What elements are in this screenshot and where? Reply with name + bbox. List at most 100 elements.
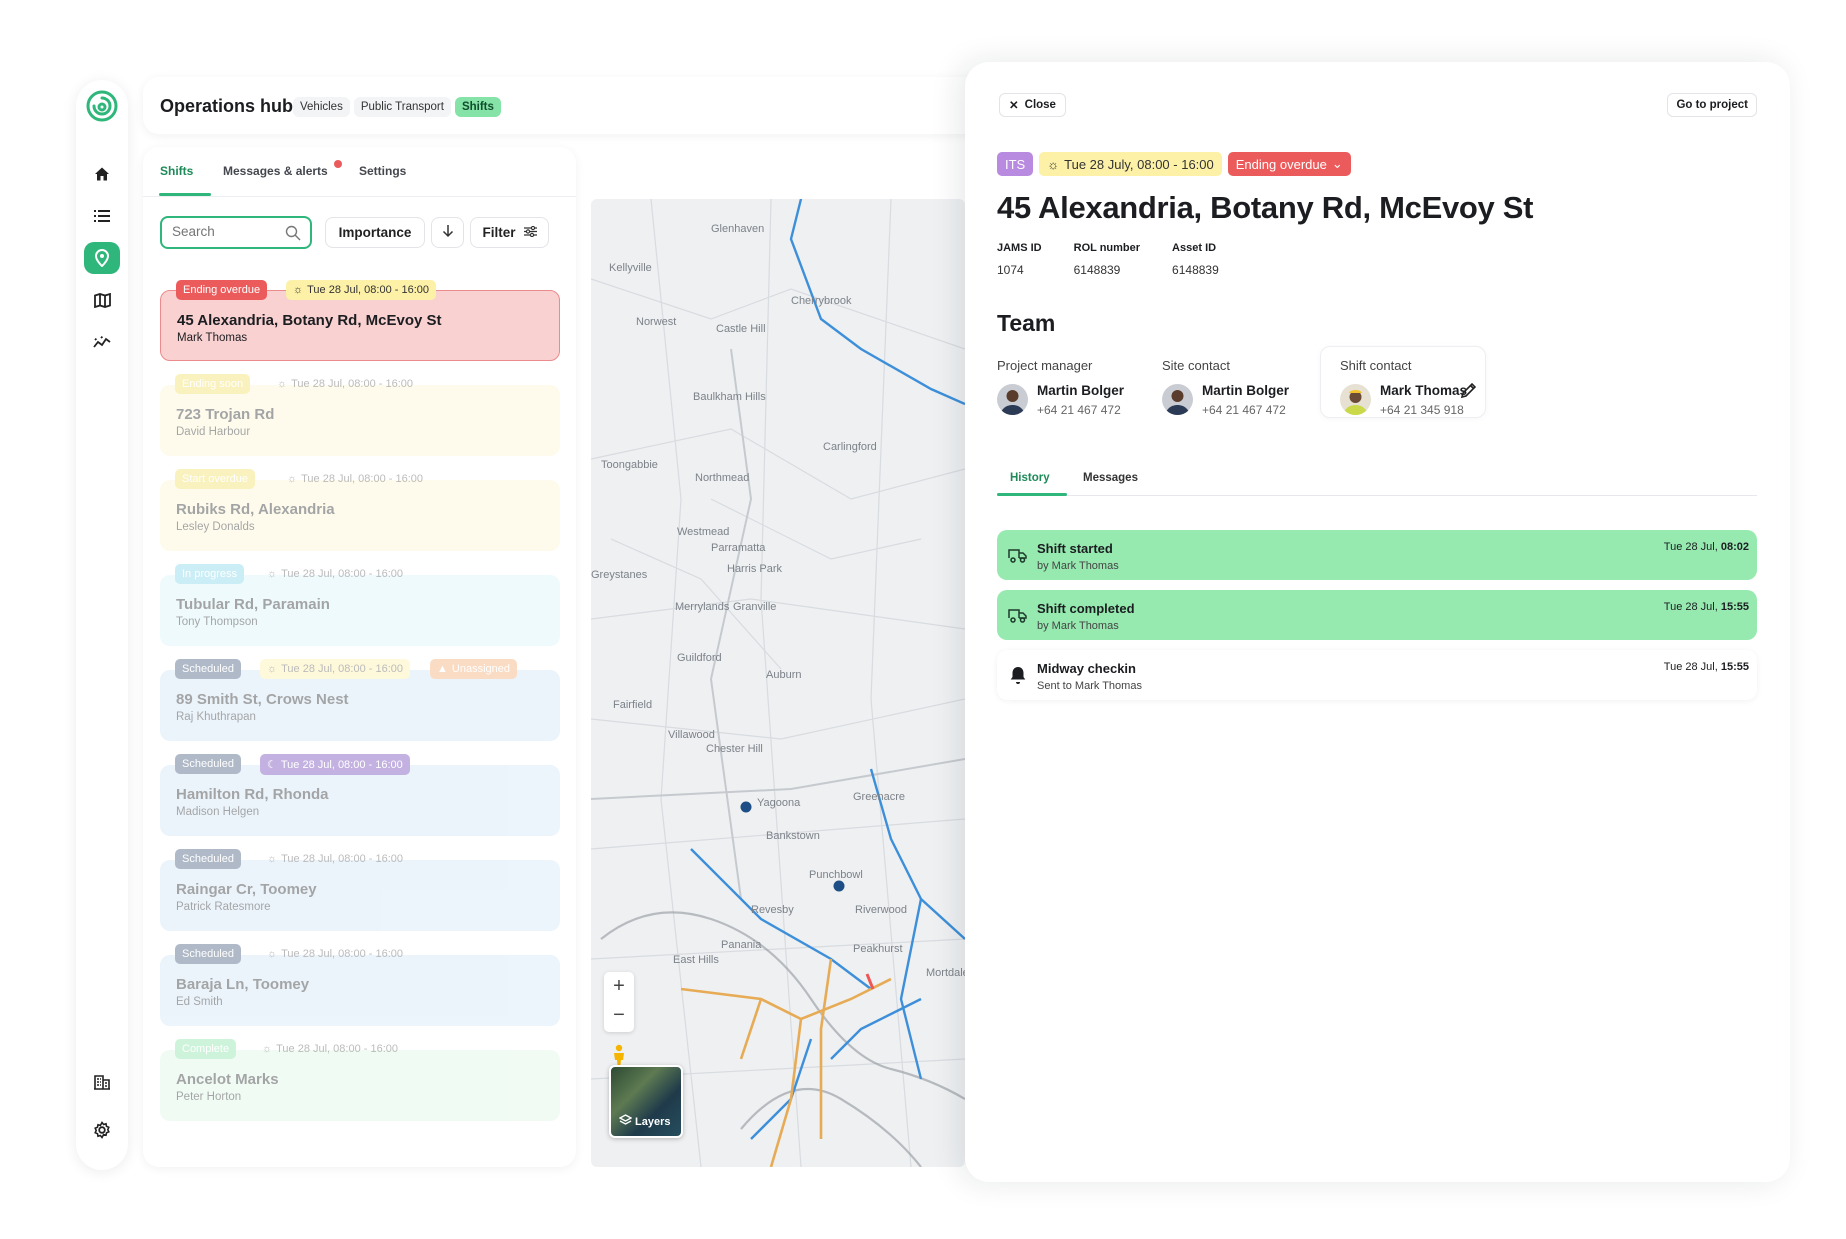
- notification-dot: [334, 160, 342, 168]
- search-icon[interactable]: [285, 225, 301, 246]
- map-label: Carlingford: [823, 441, 877, 453]
- map-label: Greenacre: [853, 791, 905, 803]
- location-pin-icon[interactable]: [84, 242, 120, 274]
- status-badge: Ending overdue: [176, 280, 268, 300]
- street-view-pegman-icon[interactable]: [611, 1044, 627, 1066]
- layers-button[interactable]: Layers: [609, 1065, 683, 1138]
- shift-detail-drawer: ✕ Close Go to project ITS ☼ Tue 28 July, …: [965, 62, 1790, 1182]
- rol-number-field: ROL number 6148839: [1073, 242, 1141, 277]
- chip-shifts[interactable]: Shifts: [454, 97, 501, 117]
- filter-label: Filter: [482, 225, 516, 240]
- status-badge: Start overdue: [175, 469, 256, 489]
- go-to-project-button[interactable]: Go to project: [1667, 93, 1757, 117]
- tab-messages-alerts[interactable]: Messages & alerts: [223, 164, 328, 178]
- map-label: Merrylands: [675, 601, 730, 613]
- sort-direction-button[interactable]: [431, 217, 464, 248]
- shift-person: Peter Horton: [176, 1091, 242, 1103]
- zoom-out-button[interactable]: −: [613, 1004, 625, 1026]
- shift-card[interactable]: Ending soon ☼ Tue 28 Jul, 08:00 - 16:00 7…: [160, 374, 560, 456]
- map-label: Mortdale: [926, 967, 965, 979]
- map-label: Harris Park: [727, 563, 783, 575]
- edit-pencil-icon[interactable]: [1460, 382, 1477, 404]
- avatar: [1162, 384, 1193, 415]
- shift-card[interactable]: Complete ☼ Tue 28 Jul, 08:00 - 16:00 Ance…: [160, 1039, 560, 1121]
- zoom-in-button[interactable]: +: [613, 975, 625, 997]
- settings-icon[interactable]: [84, 1114, 120, 1146]
- search-input[interactable]: [172, 224, 272, 239]
- list-icon[interactable]: [84, 200, 120, 232]
- shift-list-panel: Shifts Messages & alerts Settings Import…: [143, 147, 576, 1167]
- shift-address: Rubiks Rd, Alexandria: [176, 501, 335, 518]
- home-icon[interactable]: [84, 158, 120, 190]
- map-label: Auburn: [766, 669, 802, 681]
- map-label: Glenhaven: [711, 223, 765, 235]
- map-marker: [740, 801, 752, 813]
- zoom-control: + −: [604, 972, 634, 1032]
- importance-sort-button[interactable]: Importance: [325, 217, 425, 248]
- date-tag: ☼ Tue 28 July, 08:00 - 16:00: [1039, 152, 1222, 176]
- detail-title: 45 Alexandria, Botany Rd, McEvoy St: [997, 190, 1534, 225]
- jams-id-field: JAMS ID 1074: [997, 242, 1042, 277]
- map-label: East Hills: [673, 954, 719, 966]
- shift-date-badge: ☼ Tue 28 Jul, 08:00 - 16:00: [287, 473, 423, 485]
- shift-card[interactable]: In progress ☼ Tue 28 Jul, 08:00 - 16:00 T…: [160, 564, 560, 646]
- logo-icon[interactable]: [84, 88, 120, 124]
- shift-card[interactable]: Ending overdue ☼ Tue 28 Jul, 08:00 - 16:0…: [160, 280, 560, 361]
- sun-icon: ☼: [293, 284, 304, 296]
- map-view[interactable]: Glenhaven Kellyville Norwest Castle Hill…: [591, 199, 965, 1167]
- map-marker: [833, 880, 845, 892]
- close-button[interactable]: ✕ Close: [999, 93, 1066, 117]
- analytics-icon[interactable]: [84, 326, 120, 358]
- site-contact: Site contact Martin Bolger +64 21 467 47…: [1162, 358, 1290, 417]
- filter-sliders-icon: [523, 225, 537, 240]
- shift-card[interactable]: Scheduled ☼ Tue 28 Jul, 08:00 - 16:00 Rai…: [160, 849, 560, 931]
- shift-address: Tubular Rd, Paramain: [176, 596, 330, 613]
- map-label: Villawood: [668, 729, 715, 741]
- shift-person: Raj Khuthrapan: [176, 711, 256, 723]
- map-label: Chester Hill: [706, 743, 763, 755]
- sub-tabs: Shifts Messages & alerts Settings: [143, 147, 576, 197]
- building-icon[interactable]: [84, 1066, 120, 1098]
- map-label: Yagoona: [757, 797, 801, 809]
- map-label: Peakhurst: [853, 943, 903, 955]
- warning-icon: ▲: [437, 663, 448, 675]
- asset-id-field: Asset ID 6148839: [1172, 242, 1219, 277]
- its-tag: ITS: [997, 152, 1034, 176]
- shift-card[interactable]: Start overdue ☼ Tue 28 Jul, 08:00 - 16:00…: [160, 469, 560, 551]
- shift-date-badge: ☼ Tue 28 Jul, 08:00 - 16:00: [267, 853, 403, 865]
- shift-address: Ancelot Marks: [176, 1071, 279, 1088]
- status-badge: Scheduled: [175, 849, 241, 869]
- avatar: [997, 384, 1028, 415]
- search-field[interactable]: [160, 216, 312, 249]
- shift-address: Raingar Cr, Toomey: [176, 881, 317, 898]
- shift-person: Tony Thompson: [176, 616, 258, 628]
- shift-contact: Shift contact Mark Thomas +64 21 345 918: [1340, 358, 1468, 417]
- tab-messages[interactable]: Messages: [1083, 472, 1138, 484]
- sun-icon: ☼: [1047, 156, 1060, 172]
- shift-card[interactable]: Scheduled ☼ Tue 28 Jul, 08:00 - 16:00 Bar…: [160, 944, 560, 1026]
- active-tab-indicator: [997, 493, 1067, 496]
- map-label: Panania: [721, 939, 762, 951]
- tab-settings[interactable]: Settings: [359, 164, 407, 178]
- tab-history[interactable]: History: [1010, 472, 1050, 484]
- filter-button[interactable]: Filter: [470, 217, 549, 248]
- chip-public-transport[interactable]: Public Transport: [353, 97, 451, 117]
- shift-date-badge: ☼ Tue 28 Jul, 08:00 - 16:00: [267, 948, 403, 960]
- sun-icon: ☼: [267, 853, 278, 865]
- shift-card[interactable]: Scheduled ☼ Tue 28 Jul, 08:00 - 16:00 ▲ Un…: [160, 659, 560, 741]
- moon-icon: ☾: [267, 759, 277, 771]
- layers-label: Layers: [635, 1116, 671, 1128]
- page-title: Operations hub: [160, 96, 294, 116]
- shift-person: Madison Helgen: [176, 806, 260, 818]
- tab-shifts[interactable]: Shifts: [160, 164, 194, 178]
- shift-card[interactable]: Scheduled ☾ Tue 28 Jul, 08:00 - 16:00 Ham…: [160, 754, 560, 836]
- map-roads: [591, 199, 965, 1167]
- chip-vehicles[interactable]: Vehicles: [293, 97, 350, 117]
- map-icon[interactable]: [84, 284, 120, 316]
- shift-address: Baraja Ln, Toomey: [176, 976, 310, 993]
- status-badge: Scheduled: [175, 659, 241, 679]
- map-label: Westmead: [677, 526, 730, 538]
- active-tab-indicator: [159, 193, 211, 196]
- layers-icon: [619, 1114, 632, 1125]
- status-dropdown[interactable]: Ending overdue ⌄: [1227, 152, 1351, 176]
